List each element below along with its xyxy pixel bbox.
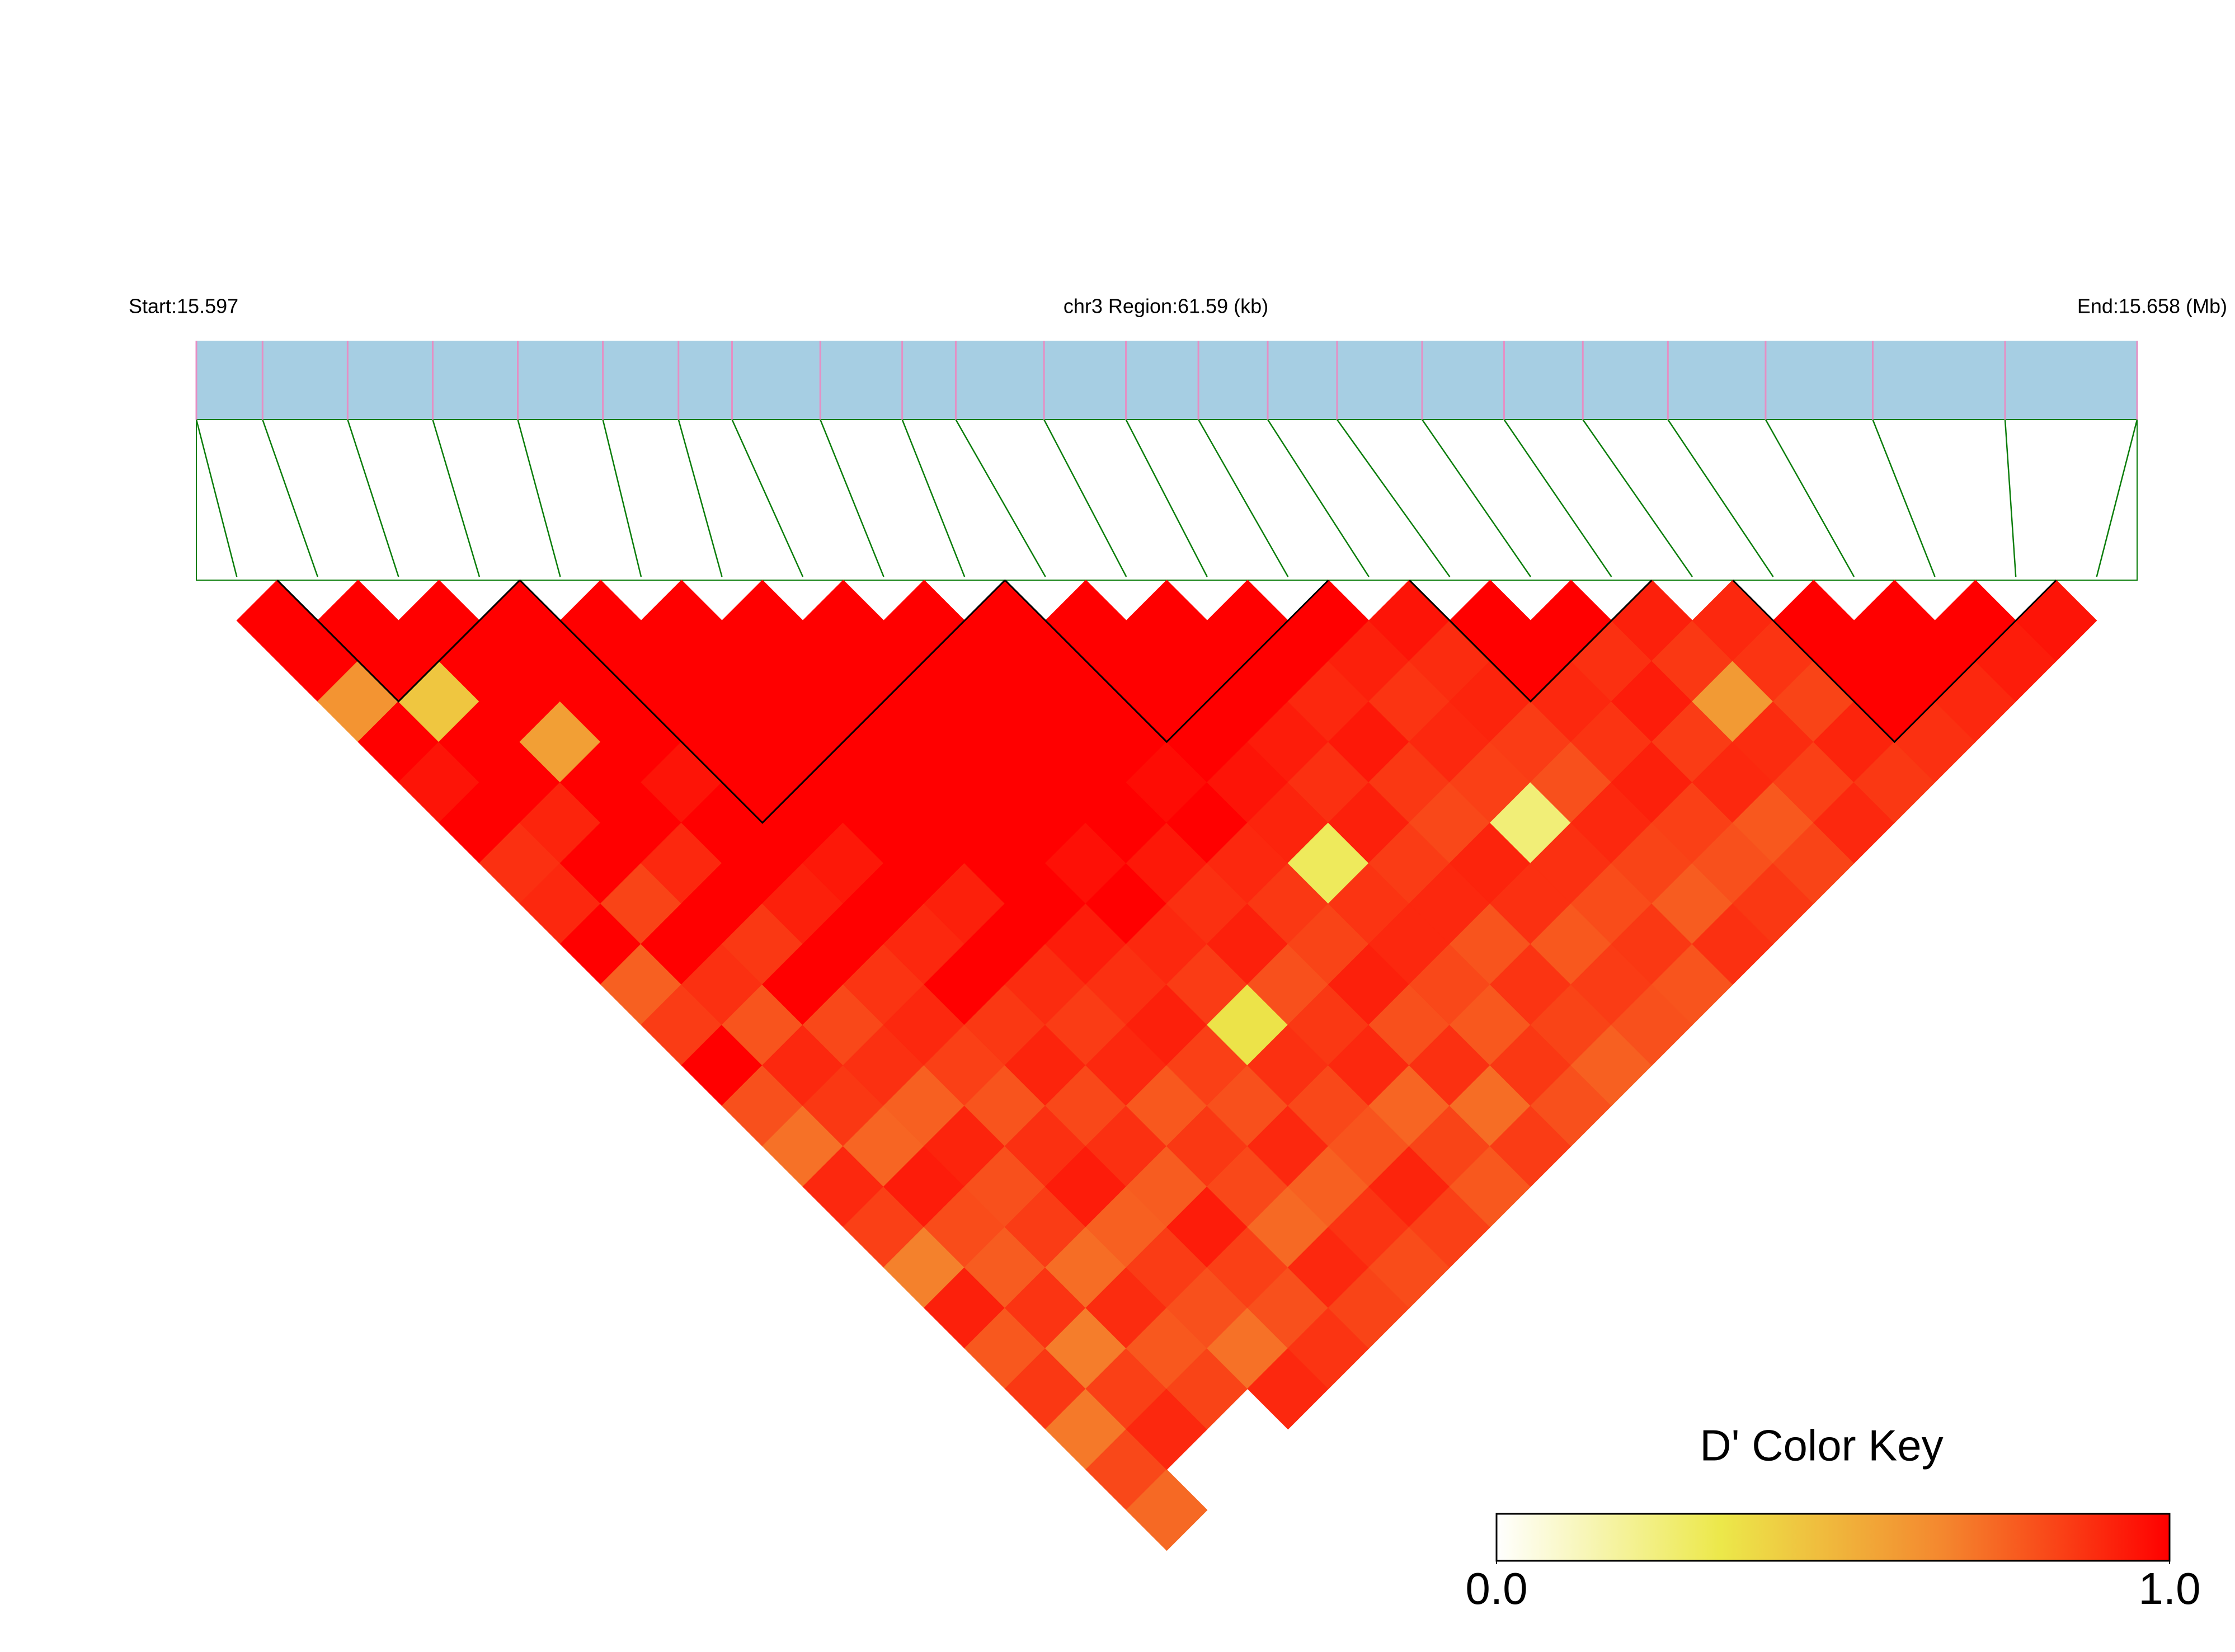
snp-connector (2096, 419, 2138, 577)
snp-connector (1582, 419, 1693, 577)
snp-connector (955, 419, 1046, 577)
start-label: Start:15.597 (129, 295, 238, 318)
snp-connector (432, 419, 481, 577)
ld-block (1004, 579, 1329, 743)
snp-connector (820, 419, 884, 577)
ld-cell (1126, 1469, 1208, 1551)
key-tick-label: 1.0 (2138, 1564, 2200, 1613)
snp-connector (1667, 419, 1774, 577)
snp-connector (2004, 419, 2017, 577)
snp-connector (901, 419, 966, 577)
snp-connector (195, 419, 238, 577)
key-title: D' Color Key (1700, 1421, 1943, 1470)
snp-connector (677, 419, 723, 577)
snp-connector (1043, 419, 1127, 577)
ld-block (1732, 579, 2057, 743)
ld-block (1409, 579, 1653, 703)
snp-connector (1872, 419, 1936, 577)
snp-connector (1421, 419, 1531, 577)
snp-connector (1125, 419, 1208, 577)
end-label: End:15.658 (Mb) (2077, 295, 2227, 318)
key-tick-label: 0.0 (1465, 1564, 1527, 1613)
snp-connector (731, 419, 804, 577)
region-bar (196, 341, 2137, 420)
snp-connector (602, 419, 642, 577)
ld-block (276, 579, 521, 703)
snp-connector (1503, 419, 1612, 577)
color-key (1495, 1513, 2171, 1562)
snp-connector (347, 419, 399, 577)
snp-connector (517, 419, 561, 577)
snp-connector (262, 419, 318, 577)
snp-connector (1336, 419, 1451, 577)
snp-connector (1198, 419, 1289, 577)
ld-block (519, 579, 1006, 824)
snp-connector (1267, 419, 1370, 577)
snp-connector (1765, 419, 1855, 577)
region-label: chr3 Region:61.59 (kb) (1064, 295, 1268, 318)
